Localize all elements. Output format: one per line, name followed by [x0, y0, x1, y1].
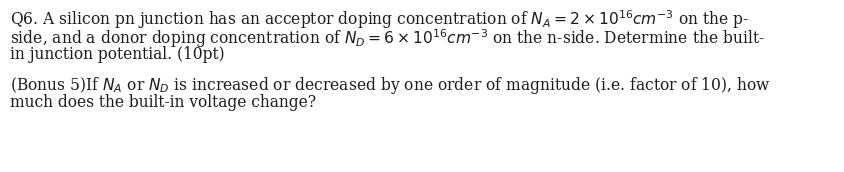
- Text: (Bonus 5)If $N_A$ or $N_D$ is increased or decreased by one order of magnitude (: (Bonus 5)If $N_A$ or $N_D$ is increased …: [10, 75, 771, 96]
- Text: side, and a donor doping concentration of $N_D = 6 \times 10^{16}cm^{-3}$ on the: side, and a donor doping concentration o…: [10, 27, 765, 50]
- Text: in junction potential. (10pt): in junction potential. (10pt): [10, 46, 225, 63]
- Text: much does the built-in voltage change?: much does the built-in voltage change?: [10, 94, 316, 111]
- Text: Q6. A silicon pn junction has an acceptor doping concentration of $N_A = 2 \time: Q6. A silicon pn junction has an accepto…: [10, 8, 749, 31]
